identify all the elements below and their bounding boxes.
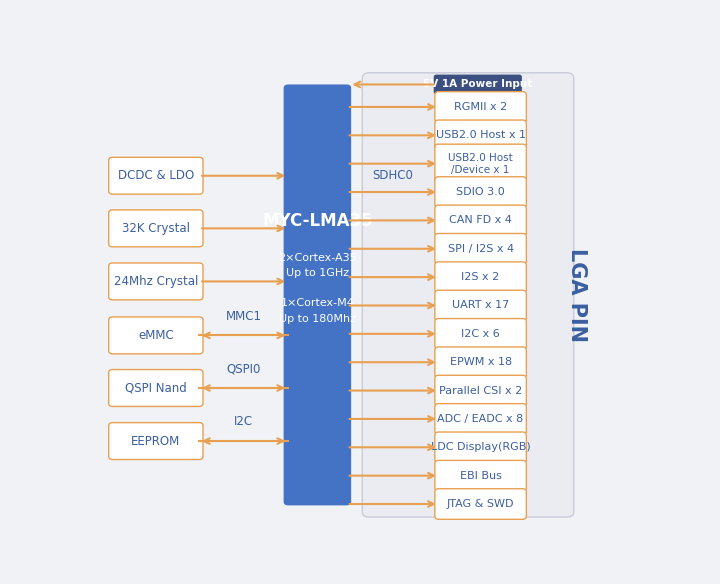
FancyBboxPatch shape xyxy=(435,432,526,463)
FancyBboxPatch shape xyxy=(435,318,526,349)
Text: MMC1: MMC1 xyxy=(225,310,261,323)
Text: LDC Display(RGB): LDC Display(RGB) xyxy=(431,442,531,452)
Text: USB2.0 Host x 1: USB2.0 Host x 1 xyxy=(436,130,526,140)
FancyBboxPatch shape xyxy=(109,317,203,354)
Text: eMMC: eMMC xyxy=(138,329,174,342)
FancyBboxPatch shape xyxy=(109,263,203,300)
FancyBboxPatch shape xyxy=(109,157,203,194)
Text: DCDC & LDO: DCDC & LDO xyxy=(117,169,194,182)
FancyBboxPatch shape xyxy=(284,85,351,505)
FancyBboxPatch shape xyxy=(435,262,526,293)
Text: RGMII x 2: RGMII x 2 xyxy=(454,102,507,112)
Text: I2C x 6: I2C x 6 xyxy=(462,329,500,339)
FancyBboxPatch shape xyxy=(435,347,526,377)
FancyBboxPatch shape xyxy=(435,120,526,151)
Text: QSPI Nand: QSPI Nand xyxy=(125,381,186,395)
FancyBboxPatch shape xyxy=(435,376,526,406)
Text: JTAG & SWD: JTAG & SWD xyxy=(447,499,514,509)
Text: 32K Crystal: 32K Crystal xyxy=(122,222,190,235)
FancyBboxPatch shape xyxy=(435,234,526,264)
Text: SDIO 3.0: SDIO 3.0 xyxy=(456,187,505,197)
Text: CAN FD x 4: CAN FD x 4 xyxy=(449,215,512,225)
Text: QSPI0: QSPI0 xyxy=(226,363,261,376)
Text: 2×Cortex-A35
Up to 1GHz

1×Cortex-M4
Up to 180Mhz: 2×Cortex-A35 Up to 1GHz 1×Cortex-M4 Up t… xyxy=(278,253,356,324)
FancyBboxPatch shape xyxy=(109,423,203,460)
Text: I2S x 2: I2S x 2 xyxy=(462,272,500,282)
Text: SPI / I2S x 4: SPI / I2S x 4 xyxy=(448,244,513,254)
FancyBboxPatch shape xyxy=(435,290,526,321)
Text: UART x 17: UART x 17 xyxy=(452,301,509,311)
Text: I2C: I2C xyxy=(234,415,253,429)
FancyBboxPatch shape xyxy=(435,460,526,491)
Text: ADC / EADC x 8: ADC / EADC x 8 xyxy=(438,414,523,424)
Text: EEPROM: EEPROM xyxy=(131,434,181,447)
Text: 24Mhz Crystal: 24Mhz Crystal xyxy=(114,275,198,288)
FancyBboxPatch shape xyxy=(435,404,526,434)
FancyBboxPatch shape xyxy=(362,73,574,517)
Text: EBI Bus: EBI Bus xyxy=(459,471,502,481)
FancyBboxPatch shape xyxy=(435,205,526,236)
Text: MYC-LMA35: MYC-LMA35 xyxy=(262,212,373,230)
Text: USB2.0 Host
/Device x 1: USB2.0 Host /Device x 1 xyxy=(449,152,513,175)
Text: LGA PIN: LGA PIN xyxy=(567,248,587,342)
FancyBboxPatch shape xyxy=(435,92,526,122)
FancyBboxPatch shape xyxy=(435,489,526,519)
FancyBboxPatch shape xyxy=(435,144,526,183)
Text: EPWM x 18: EPWM x 18 xyxy=(449,357,512,367)
FancyBboxPatch shape xyxy=(109,210,203,247)
FancyBboxPatch shape xyxy=(435,177,526,207)
FancyBboxPatch shape xyxy=(109,370,203,406)
Text: SDHC0: SDHC0 xyxy=(372,169,413,182)
Text: Parallel CSI x 2: Parallel CSI x 2 xyxy=(439,385,522,395)
Text: 5V 1A Power Input: 5V 1A Power Input xyxy=(423,79,532,89)
FancyBboxPatch shape xyxy=(433,75,522,95)
